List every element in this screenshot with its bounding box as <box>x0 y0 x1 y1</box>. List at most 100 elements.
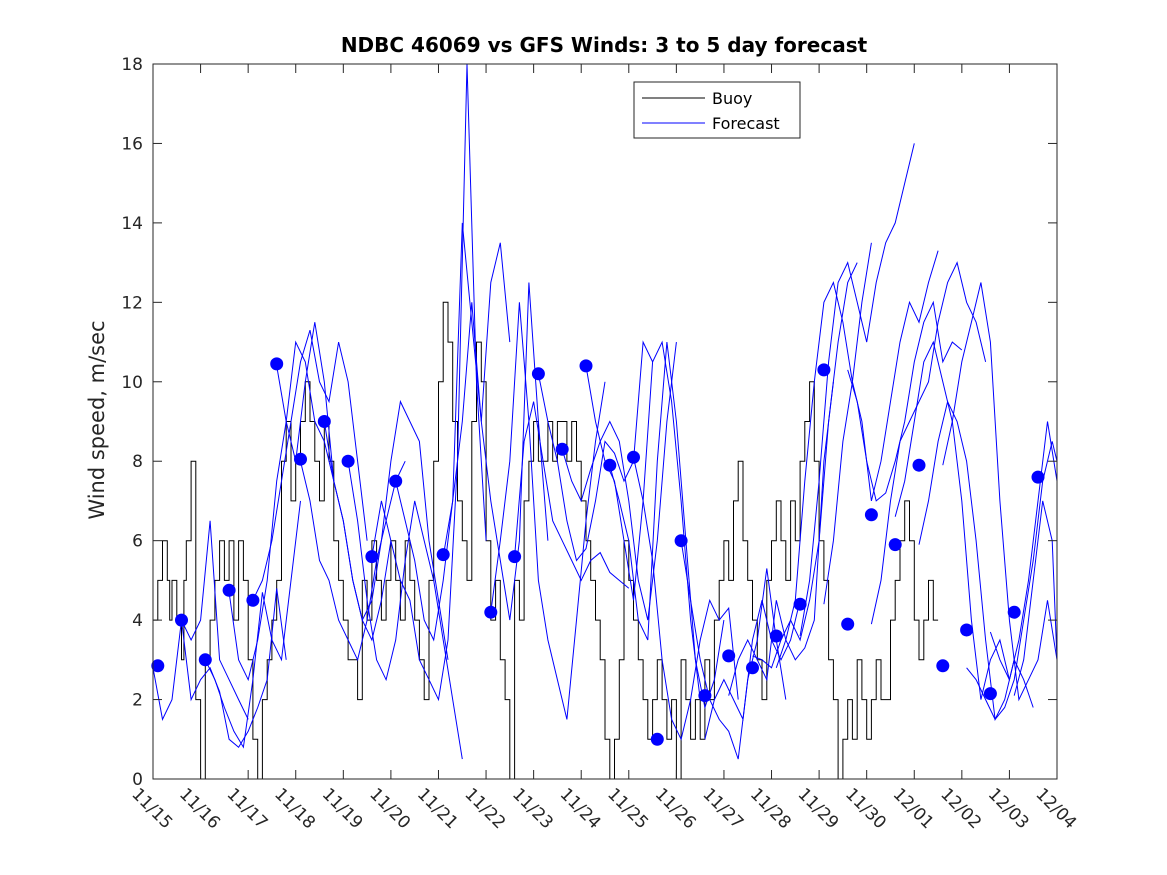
forecast-point <box>698 689 712 703</box>
x-tick-label: 11/29 <box>794 784 843 833</box>
forecast-point <box>151 659 165 673</box>
forecast-point <box>508 550 522 564</box>
x-tick-label: 11/27 <box>698 784 747 833</box>
forecast-point <box>983 687 997 701</box>
forecast-point <box>389 474 403 488</box>
forecast-point <box>864 508 878 522</box>
y-tick-label: 0 <box>132 770 143 790</box>
x-tick-label: 11/21 <box>413 784 462 833</box>
forecast-line-33 <box>989 421 1058 682</box>
forecast-point <box>294 452 307 466</box>
forecast-line-19 <box>633 457 739 741</box>
x-tick-label: 11/18 <box>270 784 319 833</box>
forecast-point <box>531 367 545 381</box>
x-tick-label: 12/04 <box>1031 784 1080 833</box>
forecast-line-32 <box>966 441 1058 721</box>
forecast-line-28 <box>870 261 987 625</box>
forecast-line-26 <box>823 250 939 605</box>
forecast-point <box>960 623 974 637</box>
forecast-line-25 <box>799 143 915 637</box>
forecast-line-21 <box>704 600 801 740</box>
x-tick-label: 12/02 <box>936 784 985 833</box>
forecast-point <box>603 458 617 472</box>
forecast-point <box>270 357 284 371</box>
x-tick-label: 11/25 <box>603 784 652 833</box>
forecast-point <box>246 593 260 607</box>
y-tick-label: 8 <box>132 452 143 472</box>
forecast-line-5 <box>252 329 368 601</box>
x-tick-label: 11/19 <box>318 784 367 833</box>
forecast-point <box>555 442 569 456</box>
forecast-line-3 <box>204 500 301 749</box>
x-tick-label: 11/17 <box>223 784 272 833</box>
forecast-point <box>650 732 664 746</box>
forecast-line-1 <box>152 520 249 722</box>
forecast-line-31 <box>942 282 1058 702</box>
forecast-line-2 <box>181 588 287 748</box>
forecast-point <box>674 534 688 548</box>
y-tick-label: 16 <box>121 134 143 154</box>
forecast-line-11 <box>395 222 511 642</box>
y-tick-label: 4 <box>132 611 143 631</box>
forecast-point <box>222 583 236 597</box>
forecast-point <box>793 597 807 611</box>
forecast-line-13 <box>490 302 606 720</box>
forecast-line-4 <box>228 340 335 682</box>
forecast-line-20 <box>680 540 787 760</box>
x-tick-label: 11/22 <box>461 784 510 833</box>
forecast-point <box>341 454 355 468</box>
forecast-point <box>936 659 950 673</box>
forecast-point <box>769 629 783 643</box>
legend-forecast-label: Forecast <box>712 114 780 133</box>
forecast-point <box>841 617 855 631</box>
forecast-line-24 <box>775 242 872 668</box>
plot-area: 0 2 4 6 8 10 12 14 16 18 11/1511/1611/1711/1811/19… <box>121 55 1080 833</box>
x-tick-label: 11/15 <box>127 784 176 833</box>
y-tick-label: 6 <box>132 532 143 552</box>
x-tick-label: 12/03 <box>984 784 1033 833</box>
forecast-point <box>579 359 593 373</box>
forecast-point <box>912 458 926 472</box>
forecast-point <box>198 653 212 667</box>
forecast-line-16 <box>561 342 677 621</box>
y-tick-label: 14 <box>121 214 143 234</box>
forecast-point <box>175 613 188 627</box>
x-tick-label: 11/30 <box>841 784 890 833</box>
y-tick-label: 12 <box>121 293 143 313</box>
legend: Buoy Forecast <box>633 81 801 139</box>
forecast-line-14 <box>514 401 630 589</box>
chart-title: NDBC 46069 vs GFS Winds: 3 to 5 day fore… <box>341 33 868 57</box>
y-tick-label: 10 <box>121 373 143 393</box>
y-axis-label: Wind speed, m/sec <box>85 320 109 519</box>
legend-box <box>633 81 801 139</box>
forecast-line-29 <box>894 340 1010 700</box>
forecast-line-7 <box>300 460 406 662</box>
forecast-line-8 <box>323 399 449 660</box>
forecast-point <box>317 415 331 428</box>
x-tick-label: 11/23 <box>508 784 557 833</box>
forecast-point <box>817 363 831 377</box>
legend-buoy-label: Buoy <box>712 89 752 108</box>
buoy-line <box>153 301 939 780</box>
forecast-point <box>627 450 640 464</box>
forecast-line-34 <box>1013 500 1058 696</box>
forecast-line-23 <box>752 262 858 669</box>
axes-box <box>152 63 1058 780</box>
forecast-line-12 <box>442 282 549 621</box>
forecast-point <box>888 538 902 552</box>
forecast-point <box>365 550 379 564</box>
forecast-point <box>1031 470 1045 484</box>
forecast-line-27 <box>847 300 963 502</box>
forecast-point <box>1007 605 1021 619</box>
forecast-point <box>436 548 450 562</box>
y-tick-label: 18 <box>121 55 143 75</box>
forecast-line-18 <box>609 342 725 710</box>
x-tick-label: 11/20 <box>365 784 414 833</box>
forecast-line-22 <box>728 381 834 696</box>
forecast-line-9 <box>347 461 463 760</box>
y-tick-label: 2 <box>132 691 143 711</box>
x-tick-label: 11/28 <box>746 784 795 833</box>
forecast-point <box>722 649 736 663</box>
x-tick-label: 11/16 <box>175 784 224 833</box>
